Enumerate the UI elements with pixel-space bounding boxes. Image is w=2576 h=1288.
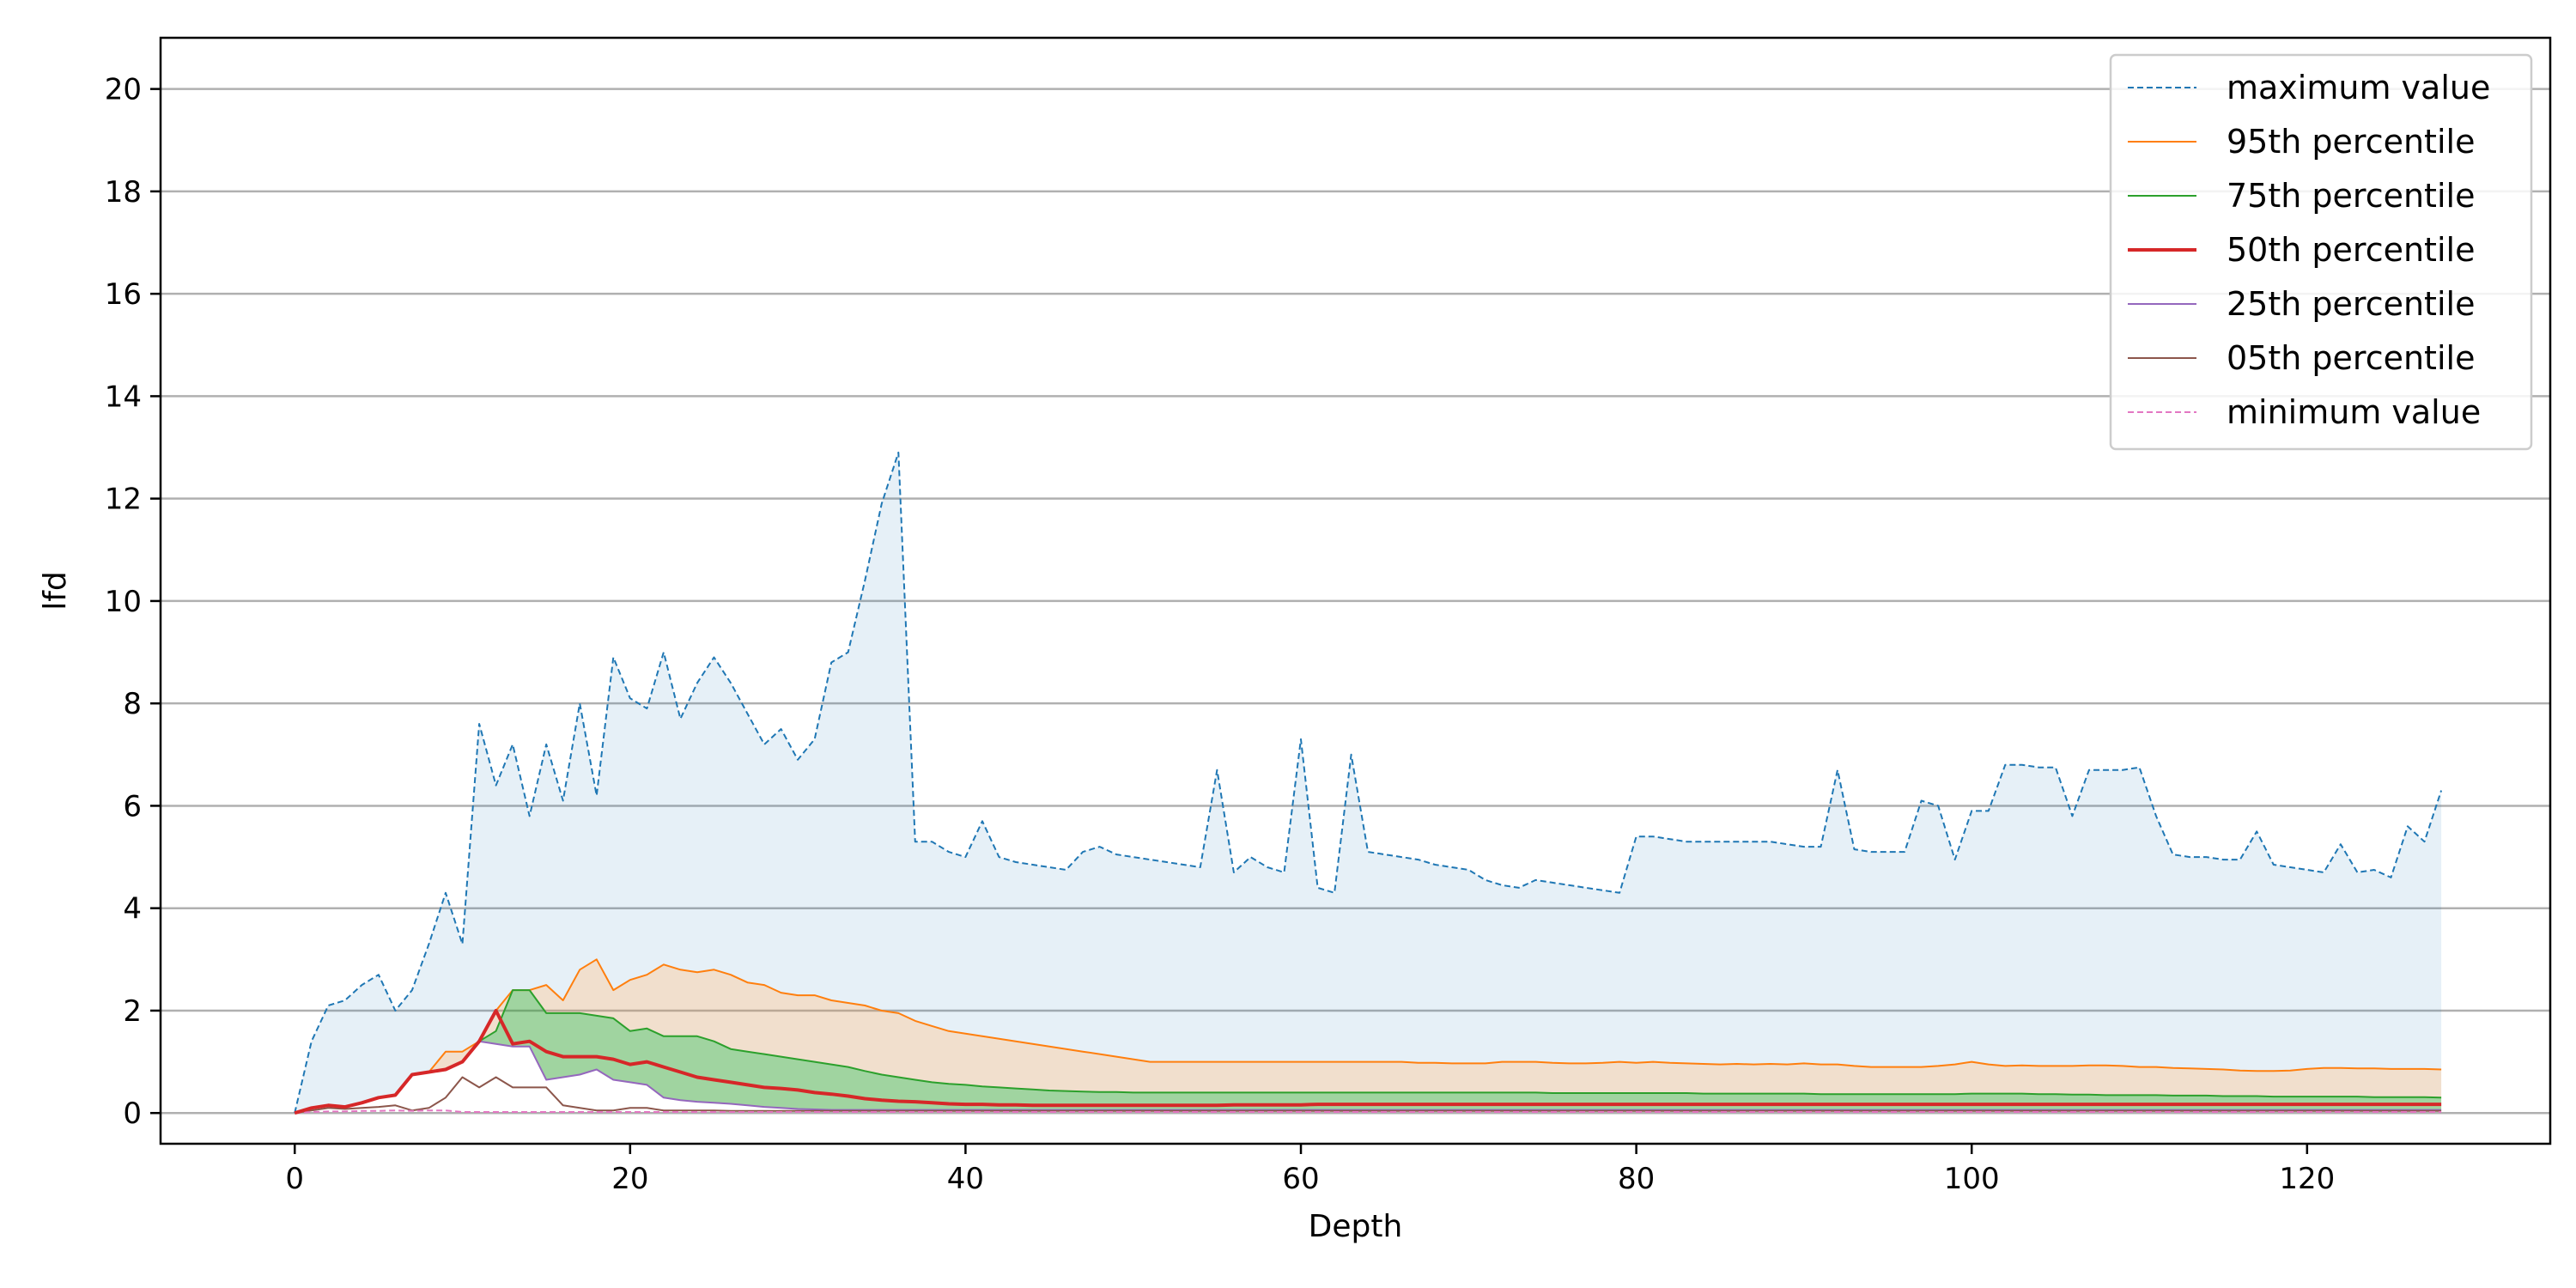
y-axis-ticks: 0 2 4 6 8 10 12 14 16 18 20 xyxy=(105,73,161,1131)
y-tick-label: 12 xyxy=(105,483,142,517)
y-tick-label: 20 xyxy=(105,73,142,107)
y-tick-label: 10 xyxy=(105,585,142,619)
x-tick-label: 60 xyxy=(1282,1162,1319,1196)
legend: maximum value 95th percentile 75th percent… xyxy=(2109,53,2533,451)
x-tick-label: 40 xyxy=(947,1162,984,1196)
legend-label: 05th percentile xyxy=(2227,339,2475,377)
x-tick-label: 20 xyxy=(611,1162,648,1196)
plot-frame xyxy=(159,36,2552,1145)
y-tick-label: 8 xyxy=(123,687,142,721)
legend-label: 50th percentile xyxy=(2227,231,2475,269)
x-axis-ticks: 0 20 40 60 80 100 120 xyxy=(285,1144,2335,1196)
p95-to-p75-band xyxy=(295,959,2442,1114)
x-axis-title: Depth xyxy=(1309,1209,1403,1244)
x-tick-label: 0 xyxy=(285,1162,304,1196)
x-tick-label: 100 xyxy=(1944,1162,2000,1196)
legend-label: maximum value xyxy=(2227,69,2490,106)
legend-label: 95th percentile xyxy=(2227,123,2475,161)
x-tick-label: 120 xyxy=(2279,1162,2335,1196)
y-tick-label: 18 xyxy=(105,175,142,210)
y-axis-title: lfd xyxy=(38,571,73,611)
y-tick-label: 16 xyxy=(105,277,142,312)
y-tick-label: 6 xyxy=(123,789,142,823)
max-to-p95-band xyxy=(295,453,2442,1114)
series-lines xyxy=(294,452,2443,1115)
y-tick-label: 14 xyxy=(105,380,142,414)
y-tick-label: 2 xyxy=(123,994,142,1029)
series-line-50th-percentile xyxy=(294,1009,2442,1115)
series-line-minimum-value xyxy=(295,1109,2442,1115)
legend-label: 25th percentile xyxy=(2227,285,2475,323)
x-tick-label: 80 xyxy=(1618,1162,1655,1196)
y-tick-label: 0 xyxy=(123,1097,142,1131)
series-line-maximum-value xyxy=(294,452,2443,1114)
series-line-75th-percentile xyxy=(294,989,2442,1115)
series-line-05th-percentile xyxy=(295,1076,2442,1115)
series-line-25th-percentile xyxy=(294,1040,2442,1115)
legend-box xyxy=(2109,53,2533,451)
legend-label: minimum value xyxy=(2227,393,2481,431)
fill-bands xyxy=(295,453,2442,1114)
legend-label: 75th percentile xyxy=(2227,177,2475,215)
p75-to-p25-band xyxy=(295,990,2442,1114)
y-tick-label: 4 xyxy=(123,892,142,927)
series-line-95th-percentile xyxy=(294,958,2442,1115)
